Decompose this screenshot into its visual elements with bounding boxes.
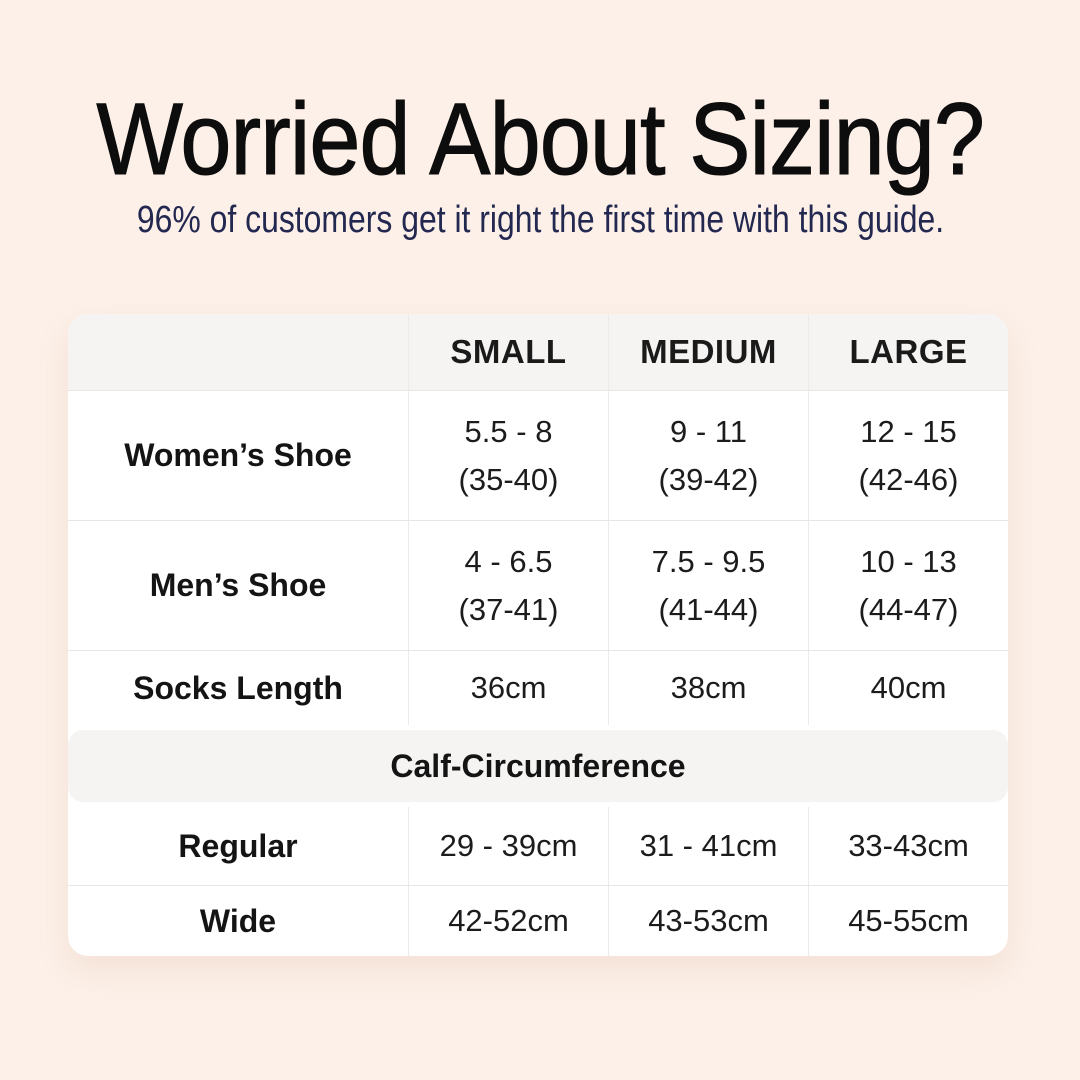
cell-value-us: 5.5 - 8	[464, 413, 553, 449]
table-row-mens-shoe: Men’s Shoe 4 - 6.5 (37-41) 7.5 - 9.5 (41…	[68, 520, 1008, 650]
cell-value: 40cm	[870, 670, 947, 705]
table-row-socks-length: Socks Length 36cm 38cm 40cm	[68, 650, 1008, 725]
section-header-calf-circumference: Calf-Circumference	[68, 730, 1008, 802]
row-label-regular: Regular	[178, 827, 298, 864]
cell-mens-small: 4 - 6.5 (37-41)	[408, 521, 608, 650]
sizing-table: SMALL MEDIUM LARGE Women’s Shoe 5.5 - 8 …	[68, 314, 1008, 956]
cell-value-us: 7.5 - 9.5	[651, 543, 766, 579]
cell-socks-small: 36cm	[408, 651, 608, 725]
cell-value-us: 10 - 13	[860, 543, 957, 579]
cell-value: 42-52cm	[448, 903, 569, 938]
cell-value-eu: (39-42)	[658, 461, 759, 497]
cell-value: 31 - 41cm	[639, 828, 778, 863]
cell-value-us: 4 - 6.5	[464, 543, 553, 579]
cell-value-us: 9 - 11	[670, 413, 747, 449]
cell-wide-medium: 43-53cm	[608, 886, 808, 956]
cell-wide-small: 42-52cm	[408, 886, 608, 956]
row-label-socks-length: Socks Length	[133, 669, 343, 706]
cell-regular-small: 29 - 39cm	[408, 807, 608, 885]
row-label-mens-shoe: Men’s Shoe	[149, 567, 327, 603]
cell-value: 29 - 39cm	[439, 828, 578, 863]
cell-value: 43-53cm	[648, 903, 769, 938]
cell-value-eu: (41-44)	[658, 591, 759, 627]
cell-value-eu: (42-46)	[858, 461, 959, 497]
header-cell-empty	[68, 314, 408, 390]
cell-value-eu: (35-40)	[458, 461, 559, 497]
cell-value: 33-43cm	[848, 828, 969, 863]
page-title: Worried About Sizing?	[96, 82, 986, 196]
cell-value: 36cm	[470, 670, 547, 705]
cell-value-eu: (37-41)	[458, 591, 559, 627]
cell-regular-medium: 31 - 41cm	[608, 807, 808, 885]
cell-value-us: 12 - 15	[860, 413, 957, 449]
row-label-womens-shoe: Women’s Shoe	[124, 437, 352, 473]
cell-mens-medium: 7.5 - 9.5 (41-44)	[608, 521, 808, 650]
cell-socks-large: 40cm	[808, 651, 1008, 725]
subtitle-wrap: 96% of customers get it right the first …	[0, 190, 1080, 242]
header-cell-large: LARGE	[808, 314, 1008, 390]
cell-socks-medium: 38cm	[608, 651, 808, 725]
table-header-row: SMALL MEDIUM LARGE	[68, 314, 1008, 390]
cell-value: 45-55cm	[848, 903, 969, 938]
header-cell-medium: MEDIUM	[608, 314, 808, 390]
cell-value: 38cm	[670, 670, 747, 705]
cell-mens-large: 10 - 13 (44-47)	[808, 521, 1008, 650]
row-label-wide: Wide	[199, 902, 277, 939]
cell-womens-small: 5.5 - 8 (35-40)	[408, 391, 608, 520]
cell-value-eu: (44-47)	[858, 591, 959, 627]
cell-wide-large: 45-55cm	[808, 886, 1008, 956]
table-row-regular: Regular 29 - 39cm 31 - 41cm 33-43cm	[68, 807, 1008, 885]
table-row-womens-shoe: Women’s Shoe 5.5 - 8 (35-40) 9 - 11 (39-…	[68, 390, 1008, 520]
cell-regular-large: 33-43cm	[808, 807, 1008, 885]
cell-womens-large: 12 - 15 (42-46)	[808, 391, 1008, 520]
table-row-wide: Wide 42-52cm 43-53cm 45-55cm	[68, 885, 1008, 956]
page-subtitle: 96% of customers get it right the first …	[136, 199, 944, 241]
cell-womens-medium: 9 - 11 (39-42)	[608, 391, 808, 520]
header-cell-small: SMALL	[408, 314, 608, 390]
hero-header: Worried About Sizing? 96% of customers g…	[0, 0, 1080, 242]
